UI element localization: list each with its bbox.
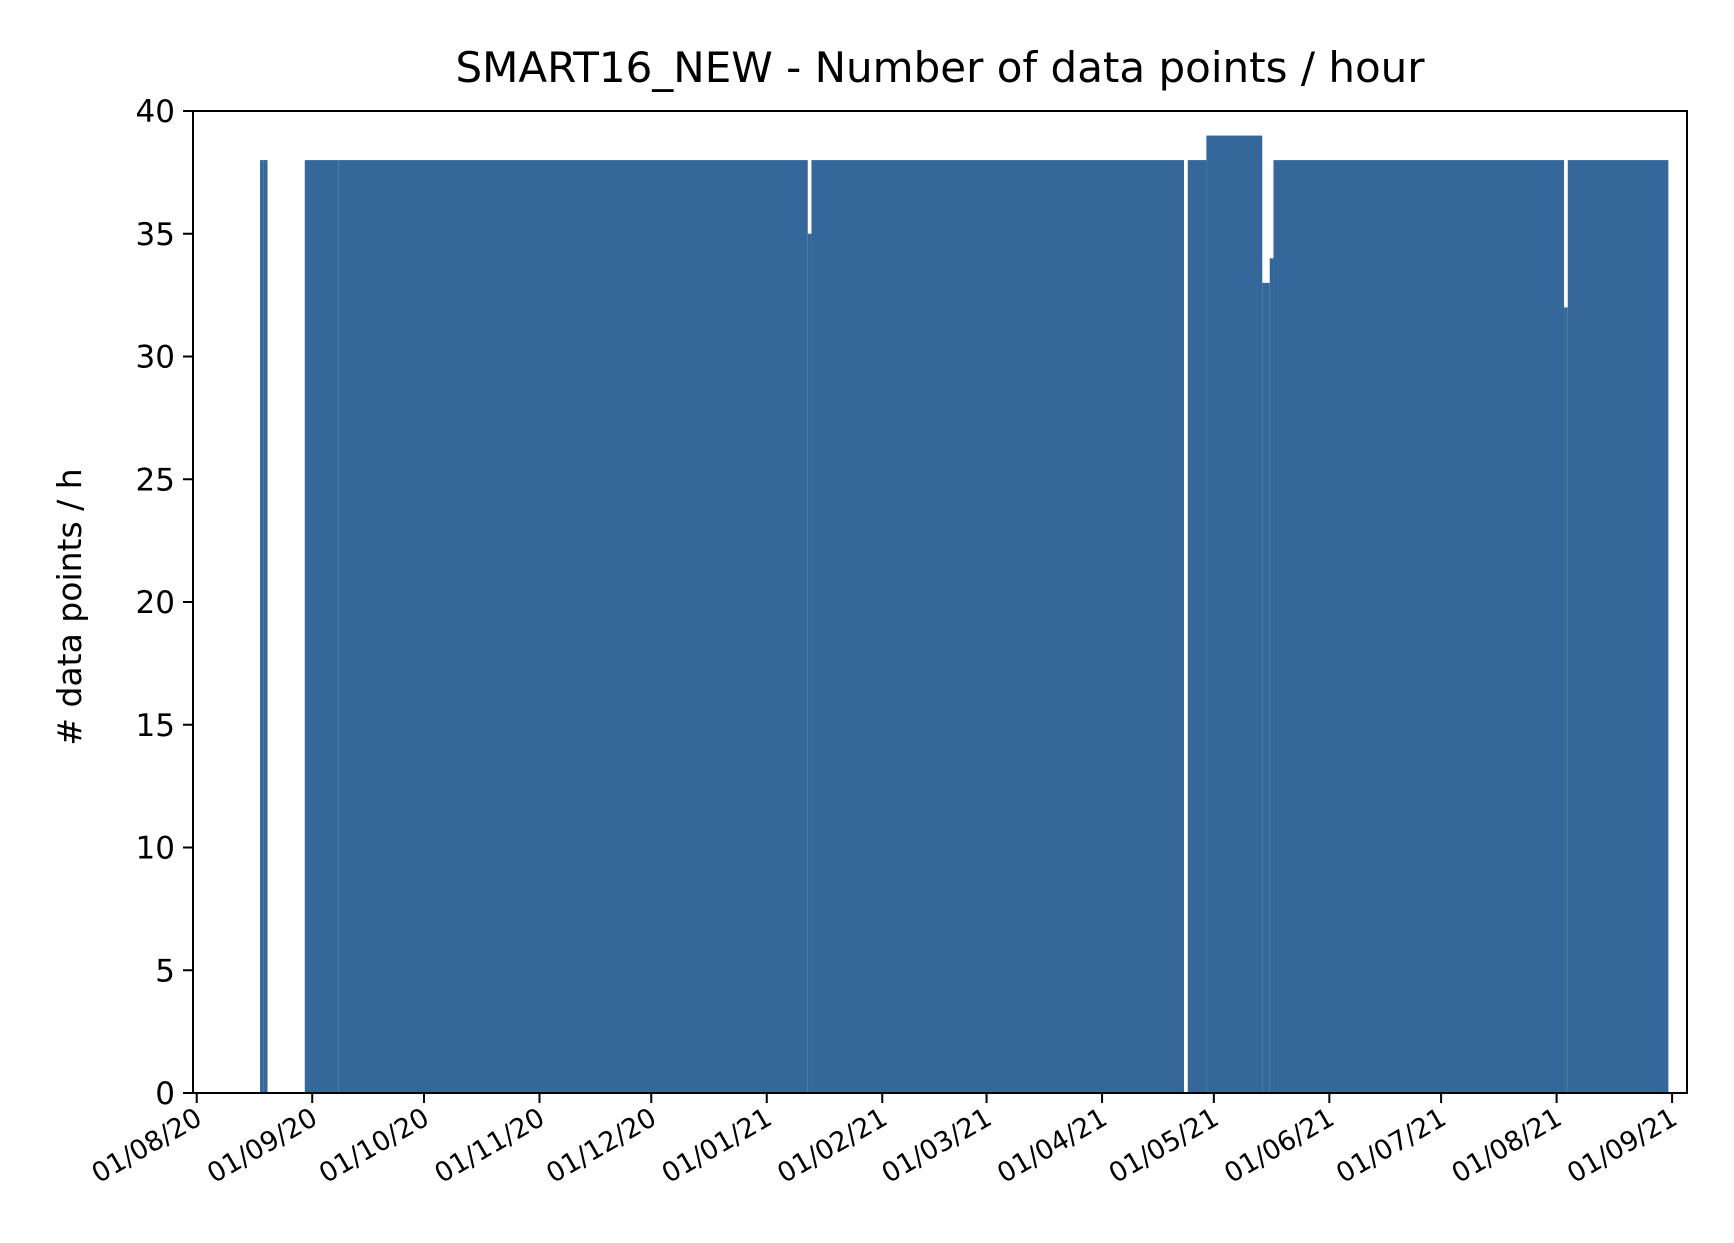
bar (1567, 160, 1669, 1094)
bar (1269, 258, 1274, 1093)
bars (260, 135, 1669, 1094)
bar (1262, 282, 1270, 1094)
y-axis-label: # data points / h (50, 468, 89, 745)
bar (1187, 160, 1207, 1094)
bar (807, 233, 812, 1093)
bar (338, 160, 808, 1094)
bar (811, 160, 1185, 1094)
y-tick-label: 5 (155, 953, 175, 989)
bar (304, 160, 339, 1094)
bar (1206, 135, 1263, 1094)
bar (1273, 160, 1565, 1094)
bar (260, 160, 264, 1094)
y-tick-label: 0 (155, 1076, 175, 1112)
y-tick-label: 20 (136, 585, 175, 621)
y-tick-label: 25 (136, 462, 175, 498)
y-tick-label: 35 (136, 217, 175, 253)
y-tick-label: 10 (136, 831, 175, 867)
y-axis-ticks: 0 5 10 15 20 25 30 35 40 (136, 94, 193, 1112)
bar (263, 160, 268, 1094)
y-tick-label: 40 (136, 94, 175, 130)
bar (1564, 307, 1568, 1093)
chart-title: SMART16_NEW - Number of data points / ho… (455, 43, 1425, 92)
y-tick-label: 30 (136, 340, 175, 376)
y-tick-label: 15 (136, 708, 175, 744)
plot-frame (192, 110, 1688, 1094)
